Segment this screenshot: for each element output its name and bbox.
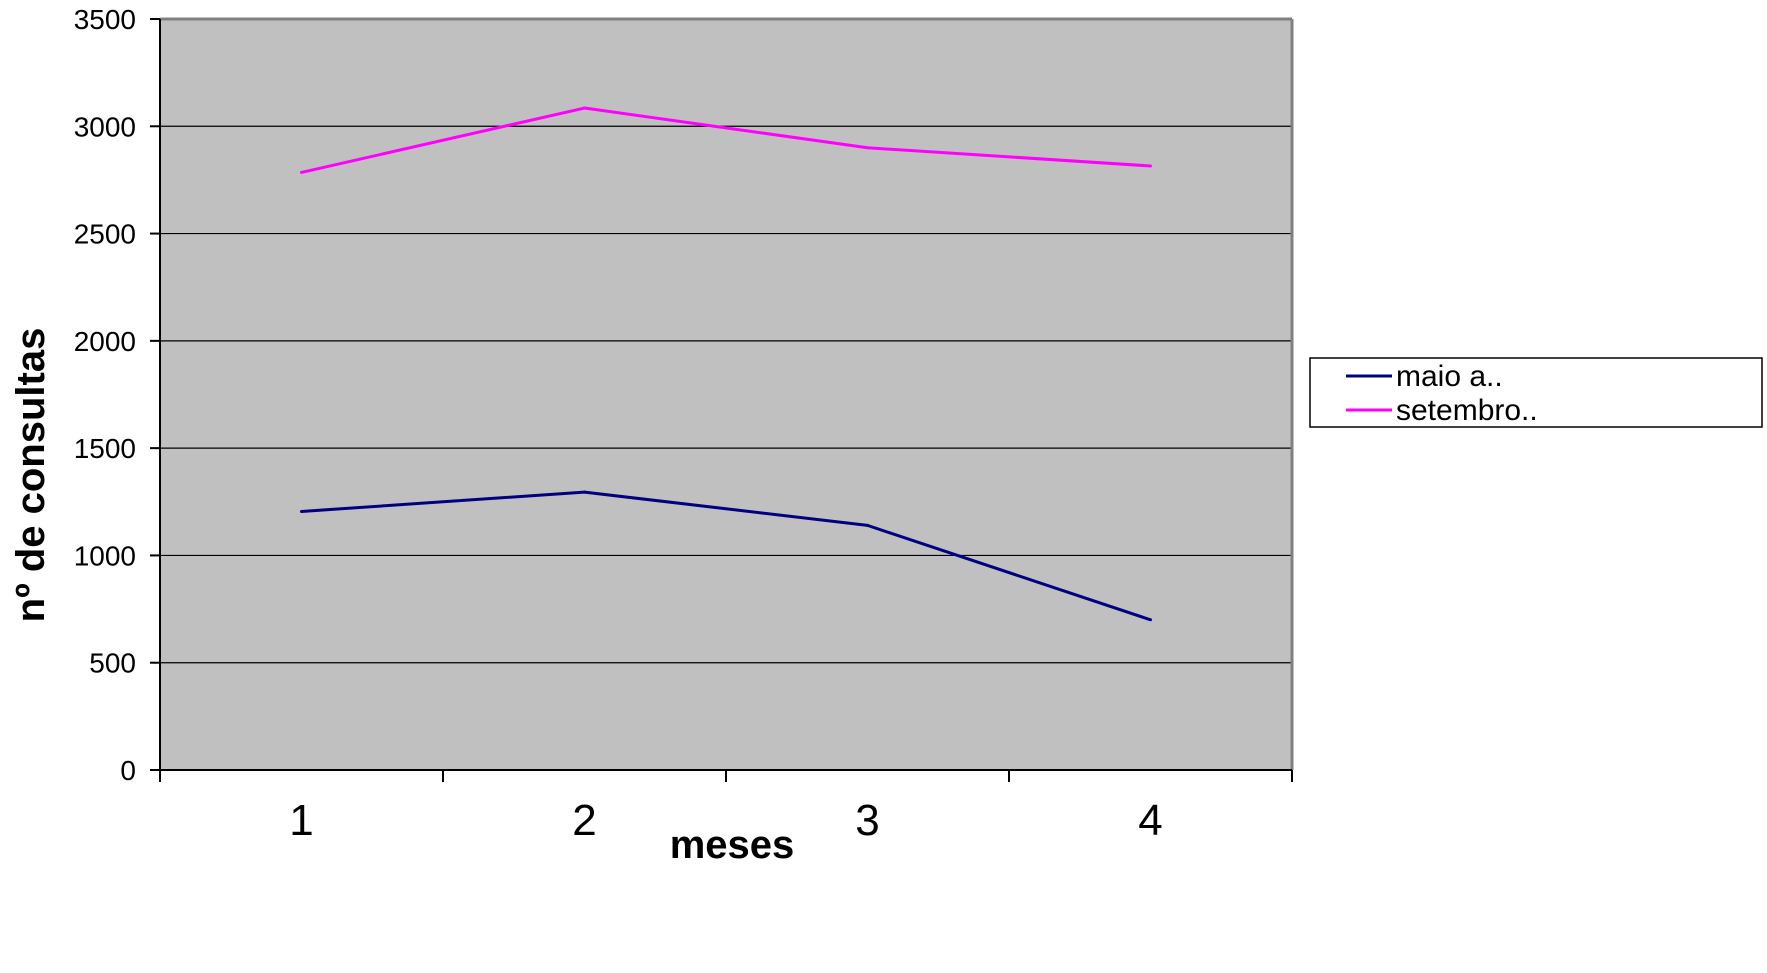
plot-area — [160, 19, 1292, 770]
y-tick-label: 0 — [120, 755, 136, 786]
series-lines — [300, 106, 1152, 622]
data-point — [583, 490, 586, 494]
y-tick-label: 1500 — [74, 433, 136, 464]
legend: maio a..setembro.. — [1309, 357, 1763, 428]
y-tick-label: 2000 — [74, 326, 136, 357]
data-point — [1149, 164, 1152, 168]
x-axis-ticks: 1 2 3 4 — [159, 770, 1293, 845]
x-tick-label: 3 — [855, 796, 879, 845]
x-tick-label: 2 — [572, 796, 596, 845]
y-tick-label: 3000 — [74, 111, 136, 142]
y-axis-label: nº de consultas — [9, 328, 53, 623]
data-point — [866, 523, 869, 527]
y-tick-label: 3500 — [74, 4, 136, 35]
data-point — [866, 146, 869, 150]
gridlines — [160, 125, 1292, 664]
y-axis-ticks: 0 500 1000 1500 2000 2500 3000 3500 — [74, 4, 160, 786]
y-tick-label: 500 — [89, 648, 136, 679]
data-point — [300, 509, 303, 513]
data-point — [583, 106, 586, 110]
legend-box — [1309, 357, 1763, 428]
x-axis-label: meses — [670, 823, 795, 867]
series-line-2 — [301, 106, 1151, 174]
legend-label: setembro.. — [1396, 394, 1538, 427]
data-point — [1149, 618, 1152, 622]
legend-label: maio a.. — [1396, 360, 1503, 393]
y-tick-label: 2500 — [74, 219, 136, 250]
x-tick-label: 1 — [289, 796, 313, 845]
series-line-1 — [301, 490, 1151, 622]
y-tick-label: 1000 — [74, 540, 136, 571]
data-point — [300, 170, 303, 174]
x-tick-label: 4 — [1138, 796, 1162, 845]
